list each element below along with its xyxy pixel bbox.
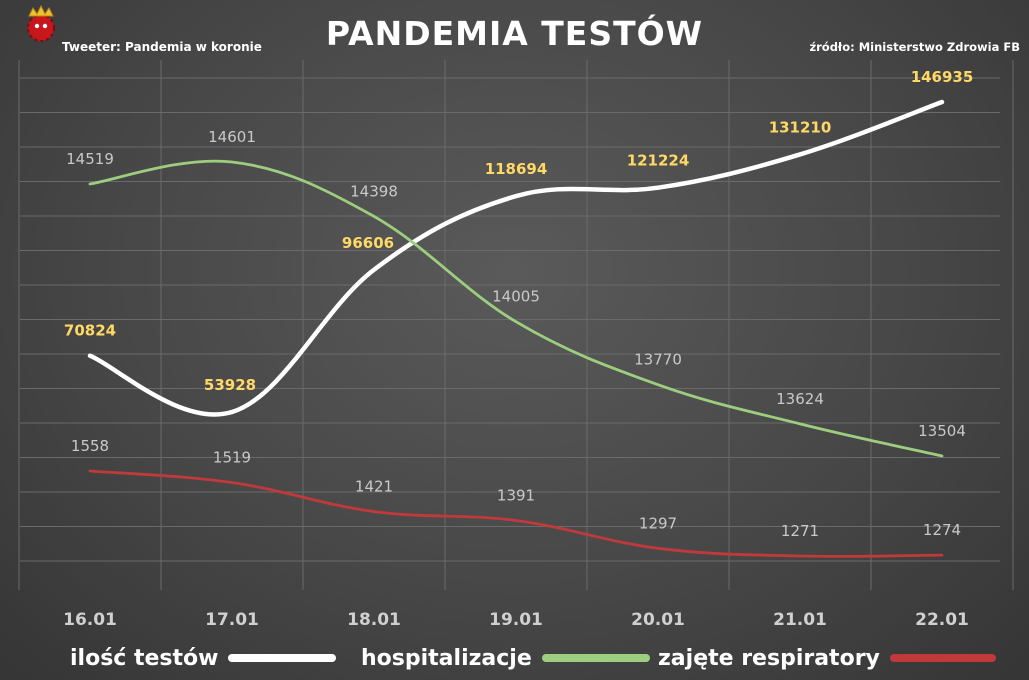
data-label: 53928 (204, 376, 256, 394)
legend-item-ventilators: zajęte respiratory (658, 646, 996, 671)
data-label: 118694 (485, 160, 548, 178)
data-label: 13624 (776, 390, 824, 408)
data-label: 1558 (71, 437, 109, 455)
source-text: źródło: Ministerstwo Zdrowia FB (809, 40, 1020, 54)
data-label: 1274 (923, 521, 961, 539)
x-tick-label: 19.01 (489, 610, 543, 630)
x-tick-label: 22.01 (915, 610, 969, 630)
line-hospitalizations (88, 159, 944, 458)
credit-text: Tweeter: Pandemia w koronie (62, 40, 262, 54)
data-label: 1519 (213, 449, 251, 467)
data-label: 1391 (497, 486, 535, 504)
data-label: 14398 (350, 182, 398, 200)
line-ventilators (88, 469, 944, 558)
legend-item-tests: ilość testów (70, 645, 337, 671)
legend-label-ventilators: zajęte respiratory (658, 645, 880, 671)
legend: ilość testów hospitalizacje zajęte respi… (0, 640, 1029, 676)
x-tick-label: 16.01 (63, 610, 117, 630)
series-lines (87, 99, 945, 558)
data-label: 96606 (342, 234, 394, 252)
data-label: 13770 (634, 351, 682, 369)
legend-swatch-ventilators (889, 654, 996, 662)
legend-label-hospitalizations: hospitalizacje (361, 645, 532, 671)
legend-swatch-hospitalizations (541, 654, 650, 662)
data-label: 14601 (208, 128, 256, 146)
x-tick-label: 18.01 (347, 610, 401, 630)
x-tick-label: 17.01 (205, 610, 259, 630)
data-label: 146935 (911, 68, 974, 86)
data-label: 1297 (639, 514, 677, 532)
crowned-virus-logo-icon (27, 4, 55, 42)
data-label: 121224 (627, 152, 690, 170)
gridlines (18, 60, 1014, 590)
chart-title: PANDEMIA TESTÓW (325, 14, 704, 53)
x-axis-ticks: 16.01 17.01 18.01 19.01 20.01 21.01 22.01 (63, 610, 969, 630)
data-label: 1421 (355, 478, 393, 496)
x-tick-label: 20.01 (631, 610, 685, 630)
data-label: 131210 (769, 118, 832, 136)
data-label: 1271 (781, 522, 819, 540)
line-tests (87, 99, 945, 417)
data-label: 14519 (66, 150, 114, 168)
legend-label-tests: ilość testów (70, 645, 219, 671)
x-tick-label: 21.01 (773, 610, 827, 630)
data-label: 14005 (492, 288, 540, 306)
legend-swatch-tests (228, 654, 337, 662)
data-labels: 70824 53928 96606 118694 121224 131210 146935 1… (64, 68, 973, 540)
data-label: 70824 (64, 322, 116, 340)
legend-item-hospitalizations: hospitalizacje (361, 646, 650, 671)
data-label: 13504 (918, 422, 966, 440)
